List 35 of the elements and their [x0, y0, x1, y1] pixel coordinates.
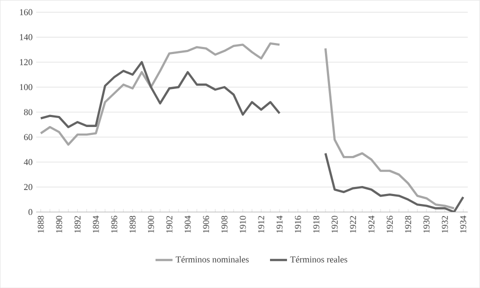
- x-tick-label: 1924: [368, 216, 374, 233]
- x-tick-label: 1912: [258, 216, 264, 233]
- x-tick-label: 1934: [460, 216, 466, 233]
- x-tick-label: 1910: [240, 216, 246, 233]
- legend-label: Términos reales: [290, 256, 348, 262]
- y-tick-label: 160: [20, 9, 32, 16]
- y-tick-label: 120: [20, 59, 32, 66]
- x-tick-label: 1922: [350, 216, 356, 233]
- x-tick-label: 1892: [74, 216, 81, 233]
- x-tick-label: 1896: [111, 216, 118, 233]
- x-tick-label: 1906: [203, 216, 210, 233]
- x-tick-label: 1900: [148, 216, 154, 233]
- x-tick-label: 1918: [313, 216, 320, 233]
- x-tick-label: 1928: [405, 216, 412, 233]
- legend-label: Términos nominales: [176, 256, 249, 262]
- y-tick-label: 0: [28, 208, 32, 215]
- y-tick-label: 60: [24, 134, 32, 140]
- x-tick-label: 1894: [92, 216, 99, 233]
- x-tick-label: 1930: [423, 216, 430, 233]
- x-tick-label: 1916: [294, 216, 301, 233]
- x-tick-label: 1908: [221, 216, 228, 233]
- x-tick-label: 1926: [386, 216, 393, 233]
- y-tick-label: 40: [24, 158, 32, 166]
- y-tick-label: 20: [24, 184, 32, 190]
- x-tick-label: 1898: [130, 216, 136, 233]
- x-tick-label: 1932: [442, 216, 448, 233]
- x-tick-label: 1890: [56, 216, 62, 233]
- x-tick-label: 1914: [276, 216, 283, 233]
- x-tick-label: 1888: [38, 216, 44, 233]
- y-tick-label: 140: [20, 34, 32, 40]
- x-tick-label: 1902: [166, 216, 172, 233]
- x-tick-label: 1920: [332, 216, 338, 233]
- x-tick-label: 1904: [184, 216, 191, 233]
- y-tick-label: 80: [24, 109, 32, 116]
- y-tick-label: 100: [20, 84, 32, 90]
